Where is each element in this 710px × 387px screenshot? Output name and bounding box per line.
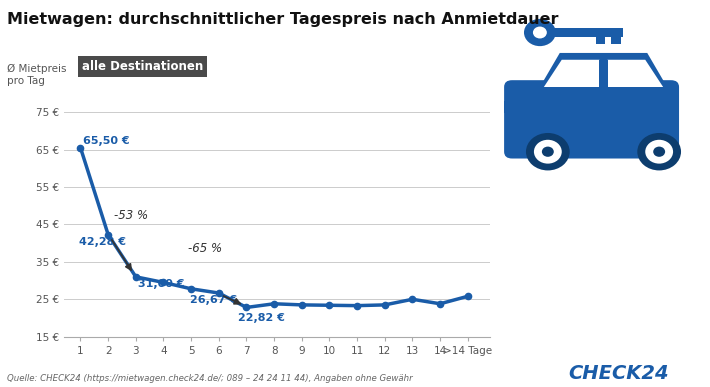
Text: Ø Mietpreis
pro Tag: Ø Mietpreis pro Tag — [7, 64, 67, 86]
Bar — [596, 37, 606, 44]
Text: 42,28 €: 42,28 € — [79, 236, 126, 247]
Text: Mietwagen: durchschnittlicher Tagespreis nach Anmietdauer: Mietwagen: durchschnittlicher Tagespreis… — [7, 12, 559, 27]
FancyBboxPatch shape — [504, 80, 679, 159]
Polygon shape — [540, 53, 667, 87]
Text: CHECK24: CHECK24 — [568, 364, 669, 383]
Text: 31,00 €: 31,00 € — [138, 279, 185, 289]
Polygon shape — [504, 101, 512, 113]
Ellipse shape — [653, 147, 665, 157]
Text: Quelle: CHECK24 (https://mietwagen.check24.de/; 089 – 24 24 11 44), Angaben ohne: Quelle: CHECK24 (https://mietwagen.check… — [7, 374, 413, 383]
Ellipse shape — [533, 27, 547, 38]
Ellipse shape — [526, 133, 569, 170]
Text: -65 %: -65 % — [188, 242, 222, 255]
Text: 26,67 €: 26,67 € — [190, 295, 237, 305]
Text: -53 %: -53 % — [114, 209, 148, 222]
Text: 65,50 €: 65,50 € — [82, 136, 129, 146]
Ellipse shape — [534, 140, 562, 164]
Text: 22,82 €: 22,82 € — [238, 313, 285, 323]
Polygon shape — [608, 60, 663, 87]
Bar — [611, 37, 621, 44]
Bar — [599, 60, 608, 87]
Ellipse shape — [524, 19, 556, 46]
Ellipse shape — [645, 140, 673, 164]
Ellipse shape — [542, 147, 554, 157]
Text: alle Destinationen: alle Destinationen — [82, 60, 203, 73]
Bar — [554, 28, 623, 37]
Ellipse shape — [638, 133, 681, 170]
Polygon shape — [544, 60, 599, 87]
